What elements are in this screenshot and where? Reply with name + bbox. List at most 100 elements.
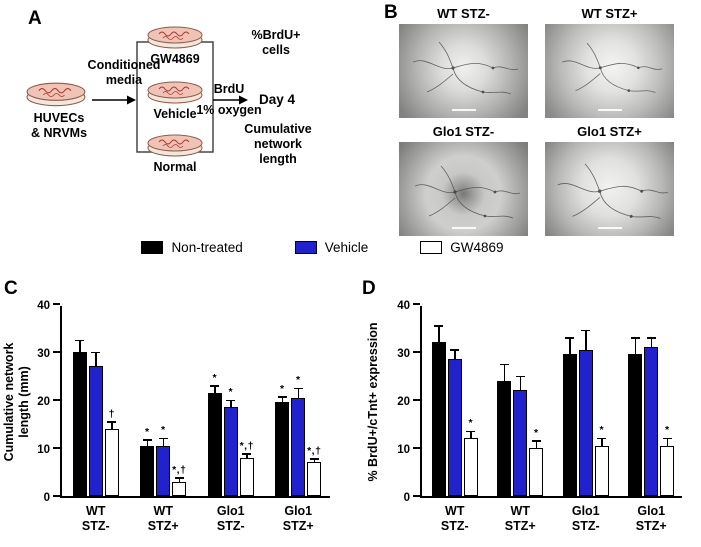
dish-vehicle-label: Vehicle bbox=[153, 107, 197, 121]
y-tick-mark bbox=[413, 399, 420, 401]
bar-non-treated bbox=[628, 354, 643, 496]
panel-a-diagram bbox=[26, 26, 248, 157]
bar-non-treated bbox=[72, 352, 87, 496]
brdu-cells-readout-label: %BrdU+ cells bbox=[251, 28, 301, 57]
bar-gw4869 bbox=[239, 457, 254, 496]
error-bar-cap bbox=[107, 421, 117, 423]
error-bar bbox=[503, 364, 505, 381]
bar-gw4869 bbox=[594, 445, 609, 496]
bar-vehicle bbox=[644, 347, 659, 496]
bar-gw4869 bbox=[660, 445, 675, 496]
error-bar bbox=[569, 337, 571, 355]
error-bar bbox=[95, 352, 97, 367]
y-tick-label: 0 bbox=[403, 492, 410, 504]
source-cells-label: HUVECs & NRVMs bbox=[30, 111, 88, 140]
error-bar-cap bbox=[515, 375, 525, 377]
x-category-label: Glo1 STZ+ bbox=[282, 504, 314, 533]
bar-vehicle bbox=[88, 366, 103, 496]
error-bar bbox=[313, 458, 315, 463]
error-bar bbox=[535, 440, 537, 448]
oxygen-label: 1% oxygen bbox=[196, 103, 262, 117]
error-bar bbox=[230, 400, 232, 408]
x-category-label: WT STZ- bbox=[440, 504, 469, 533]
y-tick-label: 30 bbox=[37, 348, 50, 360]
y-tick-mark bbox=[53, 303, 60, 305]
petri-dish-gw4869-icon bbox=[147, 26, 203, 49]
micrograph-label-wt-stz-plus: WT STZ+ bbox=[581, 6, 638, 21]
y-tick-mark bbox=[413, 351, 420, 353]
error-bar bbox=[585, 330, 587, 350]
legend-item-vehicle: Vehicle bbox=[294, 240, 368, 255]
capillary-network-graphic bbox=[412, 41, 519, 95]
micrograph-glo1-stz-plus bbox=[545, 142, 674, 236]
error-bar-cap bbox=[581, 329, 591, 332]
bar-gw4869 bbox=[172, 481, 187, 496]
significance-marker: *,† bbox=[239, 439, 254, 452]
error-bar-cap bbox=[75, 339, 85, 341]
error-bar-cap bbox=[646, 337, 656, 339]
y-tick-mark bbox=[413, 495, 420, 497]
bar-vehicle bbox=[223, 407, 238, 496]
error-bar bbox=[470, 431, 472, 439]
y-tick-label: 30 bbox=[397, 348, 410, 360]
petri-dish-normal-icon bbox=[147, 134, 203, 157]
significance-marker: * bbox=[533, 426, 539, 439]
significance-marker: † bbox=[108, 407, 115, 420]
error-bar bbox=[438, 325, 440, 343]
day4-label: Day 4 bbox=[258, 92, 296, 107]
bar-vehicle bbox=[291, 397, 306, 496]
y-tick-mark bbox=[53, 351, 60, 353]
legend-label-gw4869: GW4869 bbox=[450, 240, 504, 255]
x-category-label: Glo1 STZ- bbox=[571, 504, 600, 533]
bar-vehicle bbox=[578, 349, 593, 496]
error-bar-cap bbox=[293, 387, 303, 389]
micrograph-wt-stz-plus bbox=[545, 24, 674, 118]
plot-area: 0 10 20 30 40 WT STZ- † WT STZ+ * * *,† Glo1 STZ- * *… bbox=[37, 300, 330, 533]
error-bar bbox=[214, 385, 216, 393]
error-bar-cap bbox=[242, 453, 252, 455]
significance-marker: *,† bbox=[172, 463, 187, 476]
plot-area: 0 10 20 30 40 WT STZ- * WT STZ+ * Glo1 STZ- * Glo1 … bbox=[397, 300, 682, 533]
legend-swatch-vehicle bbox=[294, 241, 317, 254]
error-bar bbox=[281, 396, 283, 403]
error-bar-cap bbox=[91, 351, 101, 353]
micrograph-label-glo1-stz-minus: Glo1 STZ- bbox=[432, 124, 495, 139]
significance-marker: * bbox=[144, 425, 150, 438]
y-tick-mark bbox=[53, 495, 60, 497]
significance-marker: * bbox=[228, 386, 234, 398]
x-category-label: Glo1 STZ- bbox=[216, 504, 245, 533]
error-bar-cap bbox=[226, 399, 236, 401]
error-bar-cap bbox=[597, 437, 607, 440]
error-bar-cap bbox=[174, 477, 184, 479]
micrograph-wt-stz-minus bbox=[399, 24, 528, 118]
error-bar-cap bbox=[309, 458, 319, 460]
treatment-legend: Non-treated Vehicle GW4869 bbox=[0, 240, 673, 255]
error-bar bbox=[519, 376, 521, 391]
scale-bar bbox=[451, 227, 476, 229]
error-bar-cap bbox=[434, 325, 444, 327]
error-bar-cap bbox=[531, 440, 541, 442]
brdu-label: BrdU bbox=[213, 82, 245, 96]
legend-label-non-treated: Non-treated bbox=[171, 240, 243, 255]
error-bar bbox=[178, 477, 180, 482]
error-bar-cap bbox=[499, 363, 509, 365]
error-bar bbox=[146, 439, 148, 446]
error-bar bbox=[162, 438, 164, 446]
dish-gw4869-label: GW4869 bbox=[150, 52, 200, 66]
error-bar-cap bbox=[142, 439, 152, 441]
panel-d-label: D bbox=[362, 278, 376, 299]
micrograph-label-glo1-stz-plus: Glo1 STZ+ bbox=[577, 124, 642, 139]
x-category-label: WT STZ+ bbox=[504, 504, 536, 533]
bar-non-treated bbox=[207, 392, 222, 496]
panel-b-label: B bbox=[384, 2, 398, 23]
significance-marker: * bbox=[160, 424, 166, 437]
y-tick-label: 40 bbox=[397, 300, 410, 312]
error-bar bbox=[634, 337, 636, 355]
network-length-readout-label: Cumulative network length bbox=[244, 122, 312, 166]
legend-swatch-gw4869 bbox=[420, 241, 443, 254]
error-bar bbox=[666, 438, 668, 446]
micrograph-label-wt-stz-minus: WT STZ- bbox=[437, 6, 490, 21]
error-bar-cap bbox=[450, 349, 460, 351]
chart-brdu-ctnt-expression: D % BrdU+/cTnt+ expression 0 10 20 30 40 WT S… bbox=[356, 274, 701, 547]
